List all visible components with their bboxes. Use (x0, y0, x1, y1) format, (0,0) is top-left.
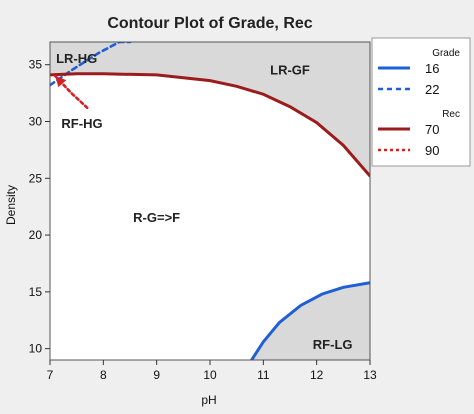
x-tick-label: 10 (203, 368, 217, 382)
region-label: LR-GF (270, 62, 310, 77)
x-tick-label: 7 (47, 368, 54, 382)
shaded-region-top (50, 42, 370, 177)
y-axis-label: Density (4, 185, 18, 225)
plot-area: 7 8 9 10 11 12 13 10 15 20 25 30 35 LR-HG LR-GF RF-HG R-… (29, 41, 377, 382)
legend-box (371, 37, 471, 167)
region-label: RF-LG (313, 337, 353, 352)
y-tick-label: 10 (29, 342, 43, 356)
x-tick-label: 13 (363, 368, 377, 382)
x-tick-label: 9 (153, 368, 160, 382)
y-tick-label: 25 (29, 171, 43, 185)
rec-90-arrowhead (55, 76, 67, 88)
region-label: LR-HG (56, 51, 97, 66)
region-label: R-G=>F (133, 210, 180, 225)
contour-line-grade-16 (250, 281, 370, 360)
x-axis-label: pH (201, 393, 216, 407)
region-label: RF-HG (61, 116, 102, 131)
legend-header: Rec (442, 109, 460, 120)
legend-entry-label: 16 (425, 61, 439, 76)
legend-entry-label: 90 (425, 143, 439, 158)
shaded-region-bottom (251, 282, 370, 360)
y-tick-label: 20 (29, 228, 43, 242)
x-tick-label: 11 (257, 368, 270, 382)
x-tick-label: 12 (310, 368, 324, 382)
chart-title: Contour Plot of Grade, Rec (107, 15, 312, 32)
y-tick-label: 35 (29, 58, 43, 72)
y-tick-label: 30 (29, 115, 43, 129)
y-tick-label: 15 (29, 285, 43, 299)
legend-header: Grade (432, 48, 460, 59)
x-tick-label: 8 (100, 368, 107, 382)
legend-entry-label: 70 (425, 122, 439, 137)
legend-entry-label: 22 (425, 82, 439, 97)
contour-line-rec-70 (50, 72, 370, 178)
